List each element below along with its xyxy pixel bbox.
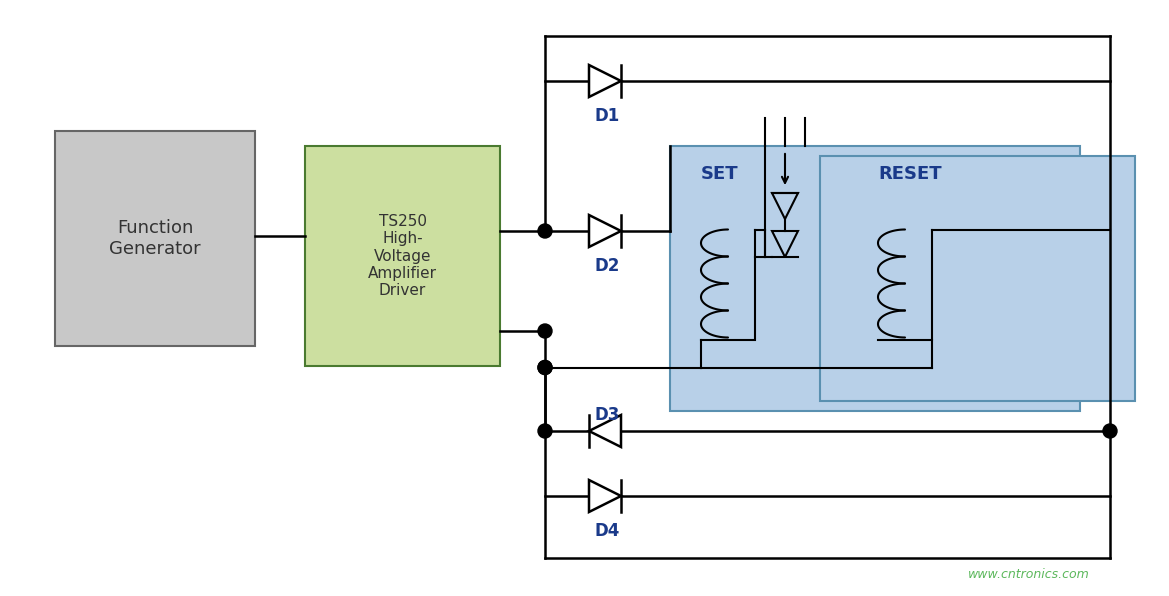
Circle shape	[1104, 424, 1118, 438]
Circle shape	[538, 361, 552, 374]
Circle shape	[538, 224, 552, 238]
Polygon shape	[589, 480, 621, 512]
Text: D3: D3	[594, 406, 620, 424]
Circle shape	[538, 324, 552, 338]
Polygon shape	[589, 65, 621, 97]
FancyBboxPatch shape	[819, 156, 1135, 401]
Text: RESET: RESET	[878, 165, 942, 183]
Circle shape	[538, 424, 552, 438]
Text: TS250
High-
Voltage
Amplifier
Driver: TS250 High- Voltage Amplifier Driver	[368, 214, 437, 299]
Circle shape	[538, 361, 552, 374]
Polygon shape	[589, 215, 621, 247]
FancyBboxPatch shape	[305, 146, 500, 366]
Text: www.cntronics.com: www.cntronics.com	[968, 568, 1090, 581]
Text: D2: D2	[594, 257, 620, 275]
Polygon shape	[589, 415, 621, 447]
Text: SET: SET	[701, 165, 739, 183]
FancyBboxPatch shape	[55, 131, 255, 346]
Text: Function
Generator: Function Generator	[109, 219, 201, 258]
Text: D1: D1	[594, 107, 620, 125]
FancyBboxPatch shape	[670, 146, 1080, 411]
Text: D4: D4	[594, 522, 620, 540]
